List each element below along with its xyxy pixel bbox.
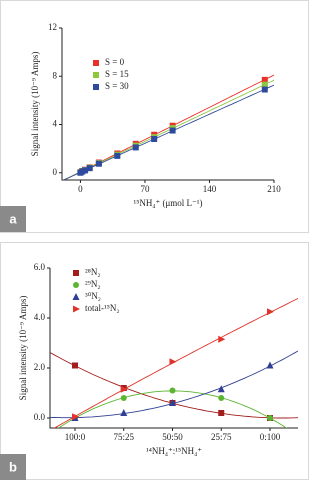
y-axis-label: Signal intensity (10⁻⁹ Amps) bbox=[30, 52, 40, 157]
point bbox=[169, 127, 176, 134]
x-axis-label: ¹⁵NH₄⁺ (μmol L⁻¹) bbox=[134, 198, 203, 208]
x-tick-label: 0 bbox=[78, 184, 83, 194]
figure: a b 0 4 8 12 0 70 140 210 ¹⁵NH₄⁺ (μmol L⁻¹) Signa… bbox=[0, 0, 309, 480]
x-tick-label: 0:100 bbox=[260, 432, 281, 442]
point bbox=[267, 415, 273, 421]
point bbox=[72, 293, 80, 300]
point bbox=[114, 152, 121, 159]
x-tick-label: 140 bbox=[203, 184, 217, 194]
x-tick-label: 75:25 bbox=[113, 432, 134, 442]
panel-tag-b bbox=[0, 454, 26, 480]
point bbox=[82, 167, 89, 174]
point bbox=[73, 282, 79, 288]
point bbox=[261, 86, 268, 93]
point bbox=[169, 399, 176, 406]
point bbox=[93, 84, 99, 90]
point bbox=[151, 135, 158, 142]
point bbox=[120, 385, 128, 393]
point bbox=[169, 358, 177, 366]
panel-tag-a-text: a bbox=[9, 211, 17, 226]
y-tick-label: 0 bbox=[53, 167, 58, 177]
point bbox=[218, 335, 226, 343]
x-axis-label: ¹⁴NH₄⁺:¹⁵NH₄⁺ bbox=[146, 446, 202, 456]
legend-label: S = 15 bbox=[105, 69, 129, 79]
point bbox=[267, 308, 274, 316]
axis-frame bbox=[61, 28, 274, 181]
point bbox=[93, 72, 99, 78]
point bbox=[73, 270, 79, 276]
point bbox=[261, 81, 268, 88]
point bbox=[120, 395, 127, 401]
y-tick-label: 2.0 bbox=[34, 362, 46, 372]
panel-b bbox=[0, 242, 309, 480]
point bbox=[261, 76, 268, 83]
point bbox=[218, 410, 225, 416]
panel-tag-a bbox=[0, 206, 26, 232]
legend-label: ³⁰N₂ bbox=[85, 291, 101, 301]
point bbox=[266, 361, 274, 369]
legend-label: ²⁸N₂ bbox=[85, 267, 100, 277]
axis-frame bbox=[49, 268, 298, 429]
y-tick-label: 4 bbox=[53, 119, 58, 129]
point bbox=[93, 60, 99, 66]
legend-label: S = 0 bbox=[105, 57, 125, 67]
point bbox=[218, 395, 225, 401]
point bbox=[217, 385, 225, 393]
panel-tag-b-text: b bbox=[9, 459, 17, 474]
x-tick-label: 25:75 bbox=[211, 432, 232, 442]
point bbox=[86, 165, 93, 172]
legend-label: ²⁹N₂ bbox=[85, 279, 100, 289]
x-tick-label: 70 bbox=[140, 184, 150, 194]
y-tick-label: 4.0 bbox=[34, 312, 46, 322]
legend-label: total-¹⁵N₂ bbox=[85, 303, 119, 313]
point bbox=[72, 362, 78, 369]
y-tick-label: 8 bbox=[53, 70, 58, 80]
x-tick-label: 50:50 bbox=[162, 432, 183, 442]
y-tick-label: 0.0 bbox=[34, 412, 46, 422]
point bbox=[73, 305, 80, 313]
y-tick-label: 6.0 bbox=[34, 262, 46, 272]
point bbox=[72, 413, 79, 421]
point bbox=[95, 160, 102, 167]
y-tick-label: 12 bbox=[48, 22, 57, 32]
panel-a bbox=[0, 0, 309, 233]
point bbox=[169, 387, 176, 394]
x-tick-label: 210 bbox=[267, 184, 281, 194]
point bbox=[132, 144, 139, 151]
point bbox=[120, 409, 128, 416]
x-tick-label: 100:0 bbox=[65, 432, 86, 442]
y-axis-label: Signal intensity (10⁻⁹ Amps) bbox=[18, 296, 28, 401]
legend-label: S = 30 bbox=[105, 81, 129, 91]
